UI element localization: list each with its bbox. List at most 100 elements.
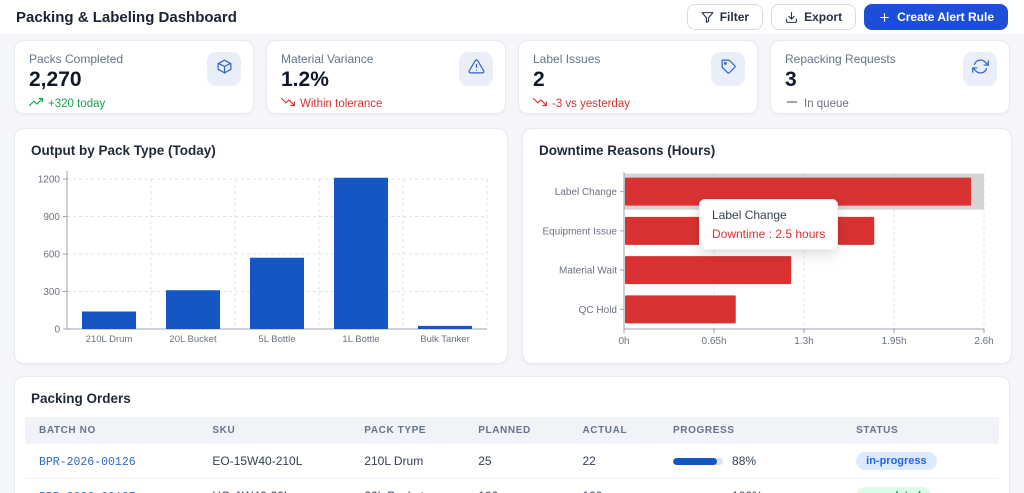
col-planned: Planned: [464, 417, 569, 444]
col-status: Status: [842, 417, 999, 444]
svg-text:300: 300: [43, 287, 60, 298]
actual-cell: 22: [582, 454, 596, 468]
table-wrap: Batch No SKU Pack Type Planned Actual Pr…: [15, 417, 1009, 493]
kpi-trend: -3 vs yesterday: [533, 95, 743, 112]
progress-bar-track: [673, 457, 724, 465]
export-button-label: Export: [804, 10, 843, 24]
tooltip-value: Downtime : 2.5 hours: [712, 227, 826, 241]
kpi-icon-badge: [963, 52, 997, 86]
svg-text:Material Wait: Material Wait: [559, 266, 617, 277]
kpi-trend-label: In queue: [804, 97, 849, 110]
trending-down-icon: [281, 95, 295, 112]
topbar-actions: Filter Export Create Alert Rule: [686, 4, 1008, 30]
svg-text:2.6h: 2.6h: [974, 336, 993, 347]
table-row: BPR-2026-00126 EO-15W40-210L 210L Drum 2…: [25, 444, 999, 479]
kpi-trend-label: +320 today: [48, 97, 106, 110]
sku-cell: EO-15W40-210L: [212, 454, 303, 468]
filter-button[interactable]: Filter: [686, 4, 764, 30]
create-alert-rule-label: Create Alert Rule: [897, 10, 994, 24]
packing-orders-table: Batch No SKU Pack Type Planned Actual Pr…: [25, 417, 999, 493]
table-row: BPR-2026-00127 HO-AW46-20L 20L Bucket 10…: [25, 478, 999, 493]
svg-text:0: 0: [54, 325, 60, 336]
pack-type-cell: 20L Bucket: [350, 478, 465, 493]
sku-cell: HO-AW46-20L: [198, 478, 351, 493]
kpi-trend-label: Within tolerance: [300, 97, 383, 110]
output-by-pack-type-chart[interactable]: 0 300 600 900 1200 210L Drum 20L Bucket 5L Bott…: [31, 166, 493, 364]
svg-text:210L Drum: 210L Drum: [86, 334, 133, 345]
trending-up-icon: [29, 95, 44, 112]
export-button[interactable]: Export: [771, 4, 857, 30]
chart-title: Downtime Reasons (Hours): [539, 143, 716, 158]
downtime-reasons-chart[interactable]: 0h 0.65h 1.3h 1.95h 2.6h Label Change Equipmen…: [539, 166, 995, 364]
pack-type-cell: 210L Drum: [364, 454, 424, 468]
trending-down-icon: [533, 95, 547, 112]
svg-text:1.3h: 1.3h: [794, 336, 813, 347]
batch-no-link[interactable]: BPR-2026-00126: [39, 455, 136, 469]
kpi-icon-badge: [459, 52, 493, 86]
svg-text:Label Change: Label Change: [555, 187, 618, 198]
svg-text:20L Bucket: 20L Bucket: [169, 334, 217, 345]
download-icon: [785, 11, 798, 24]
kpi-icon-badge: [711, 52, 745, 86]
top-bar: Packing & Labeling Dashboard Filter Expo…: [0, 0, 1024, 34]
planned-cell: 25: [478, 454, 492, 468]
svg-text:600: 600: [43, 250, 60, 261]
svg-text:QC Hold: QC Hold: [579, 305, 617, 316]
charts-row: Output by Pack Type (Today) 0 300 600 900 12…: [14, 128, 1012, 364]
output-by-pack-type-chart-card: Output by Pack Type (Today) 0 300 600 900 12…: [14, 128, 508, 364]
col-pack-type: Pack Type: [350, 417, 465, 444]
progress-cell: 88%: [673, 454, 828, 468]
package-icon: [216, 58, 233, 80]
status-badge: in-progress: [856, 452, 937, 470]
svg-text:1.95h: 1.95h: [881, 336, 906, 347]
col-sku: SKU: [198, 417, 351, 444]
svg-text:0h: 0h: [618, 336, 629, 347]
create-alert-rule-button[interactable]: Create Alert Rule: [864, 4, 1008, 30]
warning-triangle-icon: [468, 58, 485, 80]
filter-button-label: Filter: [719, 10, 750, 24]
table-header-row: Batch No SKU Pack Type Planned Actual Pr…: [25, 417, 999, 444]
progress-bar-fill: [673, 457, 718, 465]
actual-cell: 100: [568, 478, 660, 493]
table-title: Packing Orders: [31, 391, 131, 406]
kpi-value: 1.2%: [281, 68, 329, 91]
packing-orders-card: Packing Orders Batch No SKU Pack Type Pl…: [14, 376, 1010, 493]
kpi-label: Packs Completed: [29, 52, 124, 66]
kpi-trend-label: -3 vs yesterday: [552, 97, 630, 110]
kpi-trend: In queue: [785, 95, 995, 112]
kpi-label: Label Issues: [533, 52, 601, 66]
kpi-icon-badge: [207, 52, 241, 86]
col-actual: Actual: [568, 417, 660, 444]
filter-funnel-icon: [701, 11, 714, 24]
svg-text:1200: 1200: [38, 175, 61, 186]
status-badge: completed: [856, 487, 932, 493]
refresh-icon: [971, 58, 989, 80]
kpi-card-repacking-requests: Repacking Requests 3 In queue: [770, 40, 1010, 114]
progress-label: 88%: [732, 454, 757, 468]
plus-icon: [878, 11, 891, 24]
kpi-row: Packs Completed 2,270 +320 today Materia…: [14, 40, 1010, 114]
kpi-card-packs-completed: Packs Completed 2,270 +320 today: [14, 40, 254, 114]
progress-cell: 100%: [673, 489, 828, 493]
svg-text:1L Bottle: 1L Bottle: [342, 334, 379, 345]
kpi-label: Material Variance: [281, 52, 374, 66]
kpi-card-label-issues: Label Issues 2 -3 vs yesterday: [518, 40, 758, 114]
tag-icon: [720, 58, 737, 80]
svg-text:5L Bottle: 5L Bottle: [258, 334, 295, 345]
page-title: Packing & Labeling Dashboard: [16, 8, 237, 26]
svg-text:Equipment Issue: Equipment Issue: [543, 226, 618, 237]
flat-trend-icon: [785, 95, 799, 112]
svg-text:900: 900: [43, 212, 60, 223]
svg-text:0.65h: 0.65h: [701, 336, 726, 347]
kpi-trend: +320 today: [29, 95, 239, 112]
downtime-reasons-chart-card: Downtime Reasons (Hours) 0h 0.65h 1.3h 1.95…: [522, 128, 1012, 364]
batch-no-link[interactable]: BPR-2026-00127: [39, 491, 136, 493]
kpi-label: Repacking Requests: [785, 52, 896, 66]
chart-title: Output by Pack Type (Today): [31, 143, 216, 158]
kpi-trend: Within tolerance: [281, 95, 491, 112]
kpi-value: 3: [785, 68, 797, 91]
kpi-value: 2,270: [29, 68, 82, 91]
progress-label: 100%: [732, 489, 763, 493]
col-progress: Progress: [659, 417, 843, 444]
kpi-value: 2: [533, 68, 545, 91]
